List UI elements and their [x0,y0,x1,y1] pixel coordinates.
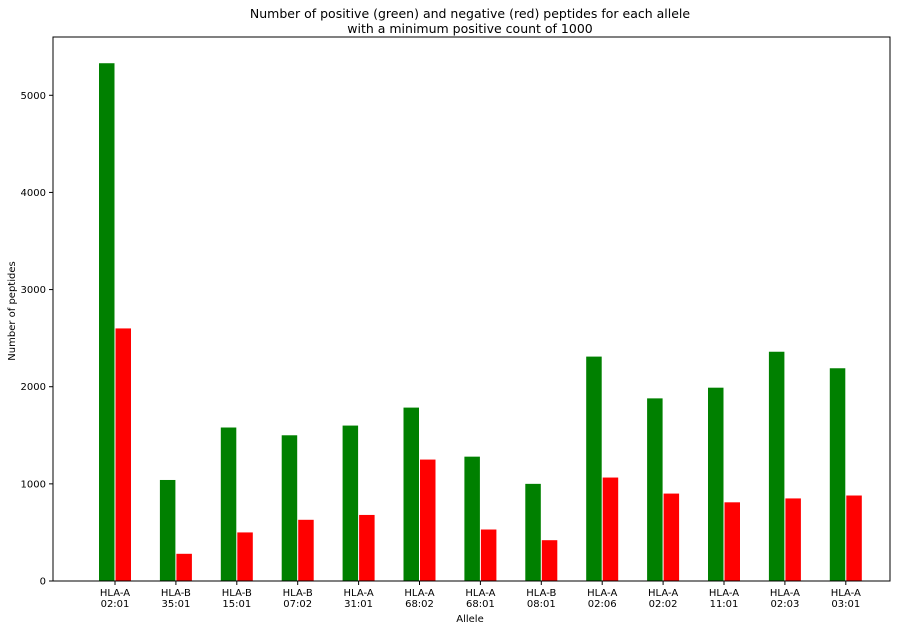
bars-group [99,63,862,581]
x-tick-label: HLA-A 11:01 [709,588,739,610]
x-tick-label: HLA-A 03:01 [831,588,861,610]
positive-bar [647,398,663,581]
negative-bar [602,477,619,581]
positive-bar [525,483,541,581]
negative-bar [663,493,680,581]
x-tick-label: HLA-B 35:01 [161,588,191,610]
x-tick-label: HLA-A 68:01 [465,588,495,610]
positive-bar [768,351,785,581]
y-axis-label: Number of peptides [7,261,18,360]
x-tick-label: HLA-A 68:02 [404,588,434,610]
negative-bar [724,502,740,581]
chart-subtitle: with a minimum positive count of 1000 [347,21,593,36]
positive-bar [281,435,298,581]
x-tick-label: HLA-B 07:02 [283,588,313,610]
x-tick-label: HLA-A 02:02 [648,588,678,610]
y-axis-ticks: 0 1000 2000 3000 4000 5000 [21,91,53,588]
negative-bar [785,498,801,581]
y-tick-label: 3000 [21,285,46,296]
x-axis-label: Allele [456,614,483,625]
negative-bar [541,540,558,581]
x-axis-ticks: HLA-A 02:01 HLA-B 35:01 HLA-B 15:01 HLA-B 07:02… [100,581,861,610]
negative-bar [480,529,497,581]
positive-bar [586,356,602,581]
y-tick-label: 4000 [21,188,46,199]
positive-bar [342,425,359,581]
positive-bar [99,63,115,581]
positive-bar [464,456,480,581]
negative-bar [237,532,253,581]
y-tick-label: 2000 [21,382,46,393]
x-tick-label: HLA-A 02:01 [100,588,130,610]
positive-bar [159,479,176,581]
chart-title: Number of positive (green) and negative … [250,6,690,21]
positive-bar [220,427,237,581]
positive-bar [708,387,724,581]
y-tick-label: 0 [40,577,46,588]
negative-bar [176,553,192,581]
positive-bar [829,368,846,581]
negative-bar [115,328,131,581]
x-tick-label: HLA-B 08:01 [526,588,556,610]
negative-bar [359,514,375,581]
positive-bar [403,407,419,581]
y-tick-label: 1000 [21,479,46,490]
negative-bar [420,459,436,581]
negative-bar [298,519,314,581]
negative-bar [846,495,862,581]
x-tick-label: HLA-B 15:01 [222,588,252,610]
x-tick-label: HLA-A 02:06 [587,588,617,610]
y-tick-label: 5000 [21,91,46,102]
x-tick-label: HLA-A 02:03 [770,588,800,610]
x-tick-label: HLA-A 31:01 [344,588,374,610]
plot-frame [52,36,891,582]
